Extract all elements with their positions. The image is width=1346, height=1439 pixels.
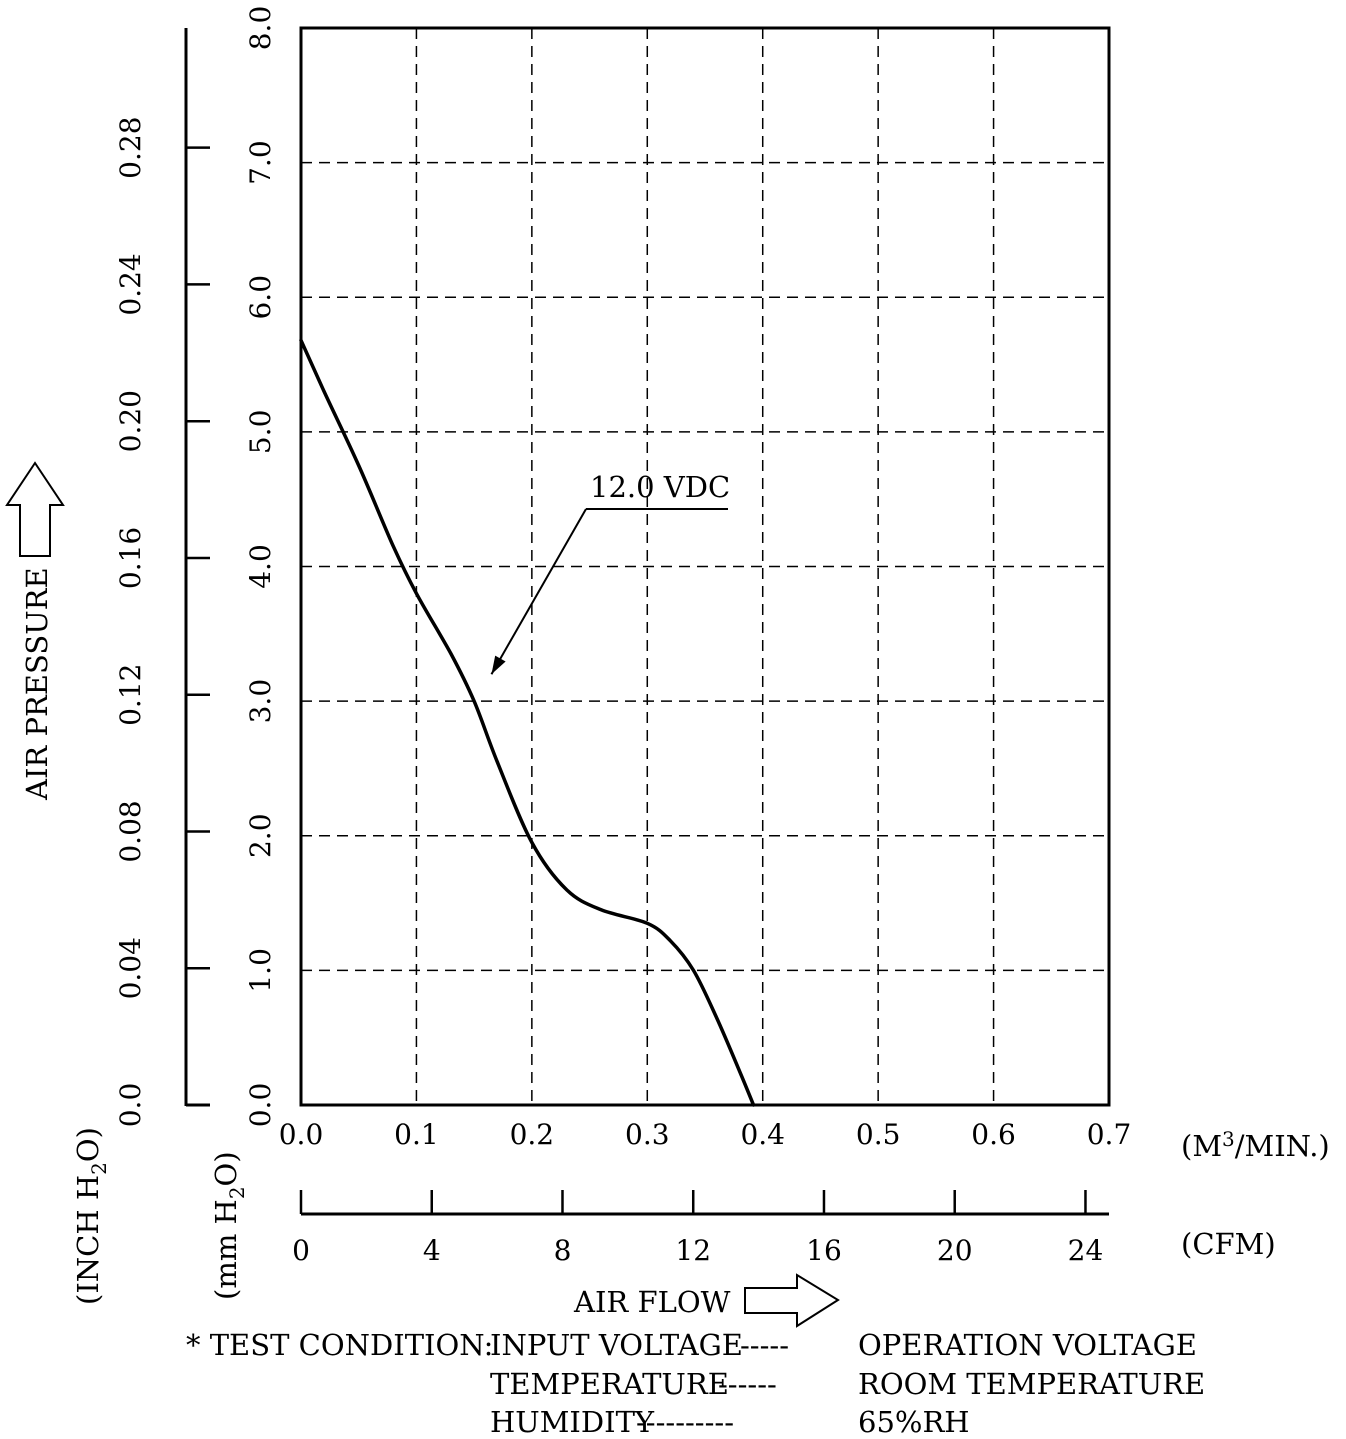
x-tick-label: 0.2 <box>510 1118 555 1151</box>
secondary-y-tick-label: 0.04 <box>114 937 147 999</box>
secondary-y-tick-label: 0.20 <box>114 390 147 452</box>
x-tick-label: 0.4 <box>740 1118 785 1151</box>
right-arrow-icon <box>744 1273 840 1328</box>
series-layer <box>299 338 756 1107</box>
x-unit-rest: /MIN.) <box>1235 1129 1330 1163</box>
y-tick-label: 6.0 <box>244 275 277 320</box>
secondary-y-tick-label: 0.12 <box>114 664 147 726</box>
test-condition-leader: ---------- <box>636 1405 734 1439</box>
x-unit-label: (M3/MIN.) <box>1181 1127 1330 1163</box>
secondary-x-tick-label: 16 <box>806 1234 842 1267</box>
test-condition-label: HUMIDITY <box>490 1405 655 1439</box>
annotation-arrowhead <box>491 655 506 675</box>
secondary-x-tick-label: 0 <box>292 1234 310 1267</box>
test-condition-value: 65%RH <box>858 1405 970 1439</box>
axes: 0.0 0.1 0.2 0.3 0.4 0.5 0.6 0.7 0.0 1.0 2.0 3.0 4.0 5… <box>114 6 1131 1267</box>
y-tick-label: 4.0 <box>244 544 277 589</box>
test-condition-prefix: * TEST CONDITION: <box>186 1328 493 1362</box>
y-unit-secondary-post: O) <box>71 1127 105 1162</box>
secondary-y-tick-label: 0.28 <box>114 116 147 178</box>
y-tick-label: 7.0 <box>244 140 277 185</box>
y-tick-label: 1.0 <box>244 948 277 993</box>
y-tick-label: 3.0 <box>244 679 277 724</box>
y-unit-secondary-pre: (INCH H <box>71 1175 105 1305</box>
annotation-label: 12.0 VDC <box>590 470 730 504</box>
y-unit-secondary-label: (INCH H2O) <box>71 1127 111 1305</box>
test-condition-value: ROOM TEMPERATURE <box>858 1367 1205 1401</box>
secondary-x-tick-label: 20 <box>937 1234 973 1267</box>
x-tick-label: 0.3 <box>625 1118 670 1151</box>
x-unit-secondary-label: (CFM) <box>1181 1227 1276 1261</box>
secondary-x-tick-label: 4 <box>423 1234 441 1267</box>
x-tick-label: 0.6 <box>971 1118 1016 1151</box>
secondary-x-tick-label: 24 <box>1068 1234 1104 1267</box>
secondary-y-tick-label: 0.16 <box>114 527 147 589</box>
secondary-x-tick-label: 8 <box>554 1234 572 1267</box>
test-condition-label: TEMPERATURE <box>490 1367 729 1401</box>
y-unit-post: O) <box>209 1151 243 1186</box>
test-condition: * TEST CONDITION: INPUT VOLTAGE ----- OP… <box>186 1328 1205 1439</box>
test-condition-value: OPERATION VOLTAGE <box>858 1328 1197 1362</box>
secondary-y-tick-label: 0.0 <box>114 1083 147 1128</box>
test-condition-label: INPUT VOLTAGE <box>490 1328 743 1362</box>
x-unit-base: (M <box>1181 1129 1222 1163</box>
plot-frame <box>299 26 1111 1107</box>
x-tick-label: 0.7 <box>1087 1118 1132 1151</box>
secondary-y-tick-label: 0.24 <box>114 253 147 315</box>
series-line-12vdc <box>299 338 756 1107</box>
annotations: 12.0 VDC <box>490 470 730 675</box>
x-axis-title: AIR FLOW <box>573 1285 731 1319</box>
x-unit-sup: 3 <box>1222 1127 1235 1151</box>
x-tick-label: 0.5 <box>856 1118 901 1151</box>
grid <box>301 28 1109 1105</box>
secondary-x-tick-label: 12 <box>675 1234 711 1267</box>
y-unit-secondary-sub: 2 <box>87 1162 111 1175</box>
y-unit-label: (mm H2O) <box>209 1151 249 1300</box>
secondary-y-tick-label: 0.08 <box>114 800 147 862</box>
annotation-leader-line <box>490 508 587 675</box>
y-tick-label: 8.0 <box>244 6 277 51</box>
up-arrow-icon <box>5 461 65 557</box>
test-condition-leader: ------ <box>718 1367 777 1401</box>
y-axis-title: AIR PRESSURE <box>20 567 54 801</box>
x-tick-label: 0.0 <box>279 1118 324 1151</box>
y-tick-label: 2.0 <box>244 813 277 858</box>
y-unit-pre: (mm H <box>209 1199 243 1300</box>
test-condition-leader: ----- <box>740 1328 789 1362</box>
y-tick-label: 5.0 <box>244 410 277 455</box>
x-tick-label: 0.1 <box>394 1118 439 1151</box>
y-tick-label: 0.0 <box>244 1083 277 1128</box>
y-unit-sub: 2 <box>225 1186 249 1199</box>
